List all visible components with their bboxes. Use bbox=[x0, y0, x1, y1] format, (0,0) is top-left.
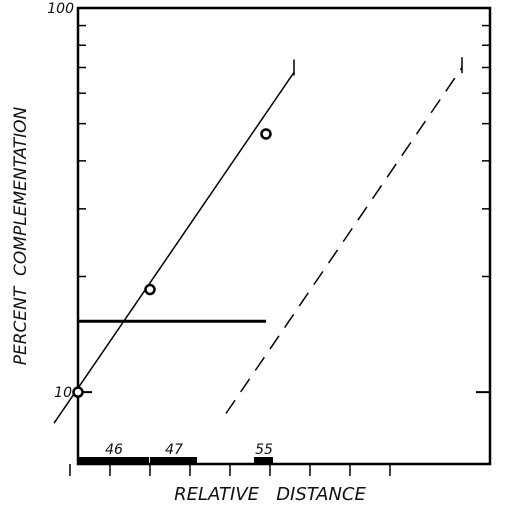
segment-label: 47 bbox=[165, 442, 183, 458]
x-ticks bbox=[69, 464, 391, 476]
data-point bbox=[72, 386, 84, 398]
segment-bar bbox=[78, 457, 149, 464]
x-axis-label: RELATIVE DISTANCE bbox=[174, 484, 366, 505]
data-points bbox=[72, 128, 272, 398]
data-point bbox=[260, 128, 272, 140]
y-axis-label: PERCENT COMPLEMENTATION bbox=[11, 106, 31, 365]
segment-label: 46 bbox=[105, 442, 123, 458]
y-tick-label-100: 100 bbox=[47, 1, 74, 17]
data-point bbox=[144, 283, 156, 296]
segment-bar bbox=[150, 457, 197, 464]
y-tick-label-10: 10 bbox=[54, 385, 72, 401]
dashed-fit-line bbox=[225, 67, 463, 414]
segment-bar bbox=[254, 457, 273, 464]
series-lines bbox=[53, 57, 463, 424]
y-ticks bbox=[78, 7, 490, 394]
segment-label: 55 bbox=[255, 442, 273, 458]
plot-frame bbox=[76, 6, 492, 466]
solid-fit-line bbox=[53, 71, 295, 424]
segment-bars: 46 47 55 bbox=[78, 442, 273, 464]
